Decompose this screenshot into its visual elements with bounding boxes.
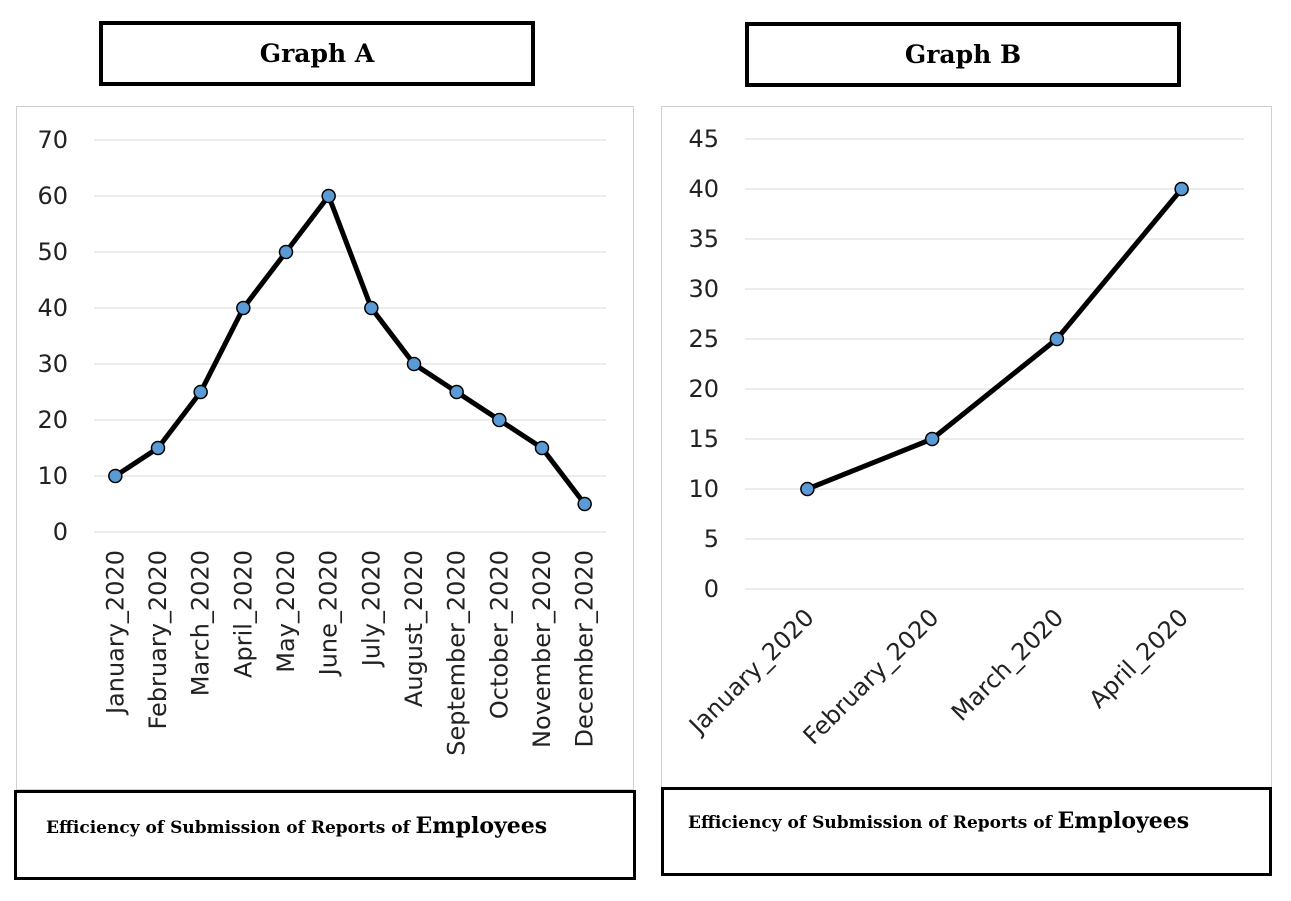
- data-point: [924, 431, 940, 447]
- y-tick-label: 0: [53, 518, 68, 546]
- graph-a-svg: 0 10 20 30 40 50 60 70 January_2020 February_2020…: [37, 126, 606, 756]
- data-point: [193, 384, 208, 400]
- graph-b-caption-box: Efficiency of Submission of Reports of E…: [661, 787, 1272, 876]
- data-point: [1049, 331, 1065, 347]
- data-point: [492, 412, 507, 428]
- x-tick-label: March_2020: [946, 603, 1069, 726]
- x-tick-label: April_2020: [1084, 603, 1194, 713]
- data-point: [278, 244, 294, 260]
- y-tick-label: 15: [688, 425, 719, 453]
- x-tick-label: April_2020: [229, 550, 257, 678]
- y-tick-label: 40: [37, 294, 68, 322]
- graph-a-caption-emphasis: Employees: [415, 813, 548, 839]
- y-tick-label: 20: [37, 406, 68, 434]
- graph-b-caption-emphasis: Employees: [1057, 808, 1190, 834]
- data-point: [534, 440, 550, 456]
- y-tick-label: 5: [704, 525, 719, 553]
- data-point: [1174, 181, 1189, 197]
- data-point: [800, 481, 815, 497]
- graph-b-caption-text: Efficiency of Submission of Reports of: [688, 813, 1052, 833]
- x-tick-label: June_2020: [315, 550, 343, 677]
- x-tick-label: October_2020: [485, 550, 513, 719]
- y-tick-label: 60: [37, 182, 68, 210]
- graph-a-caption-box: Efficiency of Submission of Reports of E…: [14, 790, 636, 880]
- data-point: [150, 440, 166, 456]
- graph-a-caption-text: Efficiency of Submission of Reports of: [46, 818, 410, 838]
- x-tick-label: August_2020: [400, 550, 428, 707]
- x-tick-label: September_2020: [443, 550, 471, 756]
- y-tick-label: 10: [688, 475, 719, 503]
- graph-a-title-box: Graph A: [99, 21, 535, 86]
- y-tick-label: 45: [688, 125, 719, 153]
- graph-b-title: Graph B: [904, 40, 1022, 69]
- x-tick-label: January_2020: [101, 550, 129, 716]
- x-tick-label: July_2020: [357, 550, 385, 668]
- data-point: [321, 188, 336, 204]
- y-tick-label: 10: [37, 462, 68, 490]
- x-tick-label: May_2020: [272, 550, 300, 673]
- y-tick-label: 25: [688, 325, 719, 353]
- data-point: [236, 300, 251, 316]
- y-tick-label: 40: [688, 175, 719, 203]
- x-tick-label: December_2020: [571, 550, 599, 748]
- y-tick-label: 70: [37, 126, 68, 154]
- x-tick-label: February_2020: [798, 603, 945, 750]
- data-point: [364, 300, 379, 316]
- graph-b-title-box: Graph B: [745, 22, 1181, 87]
- graph-a-chart: 0 10 20 30 40 50 60 70 January_2020 February_2020…: [16, 106, 634, 790]
- graph-a-title: Graph A: [259, 39, 375, 68]
- series-line: [804, 186, 1185, 492]
- data-point: [108, 468, 123, 484]
- y-tick-label: 30: [688, 275, 719, 303]
- x-tick-label: February_2020: [144, 550, 172, 729]
- x-tick-label: November_2020: [528, 550, 556, 748]
- y-tick-label: 20: [688, 375, 719, 403]
- graph-b-chart: 0 5 10 15 20 25 30 35 40 45 January_2020 February_2…: [661, 106, 1272, 790]
- y-tick-label: 0: [704, 575, 719, 603]
- data-point: [577, 496, 592, 512]
- x-tick-label: March_2020: [187, 550, 215, 696]
- data-point: [406, 356, 422, 372]
- graph-b-svg: 0 5 10 15 20 25 30 35 40 45 January_2020February_2…: [682, 125, 1244, 750]
- y-tick-label: 30: [37, 350, 68, 378]
- series-line: [112, 193, 588, 507]
- data-point: [449, 384, 464, 400]
- x-tick-label: January_2020: [682, 603, 819, 740]
- y-tick-label: 35: [688, 225, 719, 253]
- y-tick-label: 50: [37, 238, 68, 266]
